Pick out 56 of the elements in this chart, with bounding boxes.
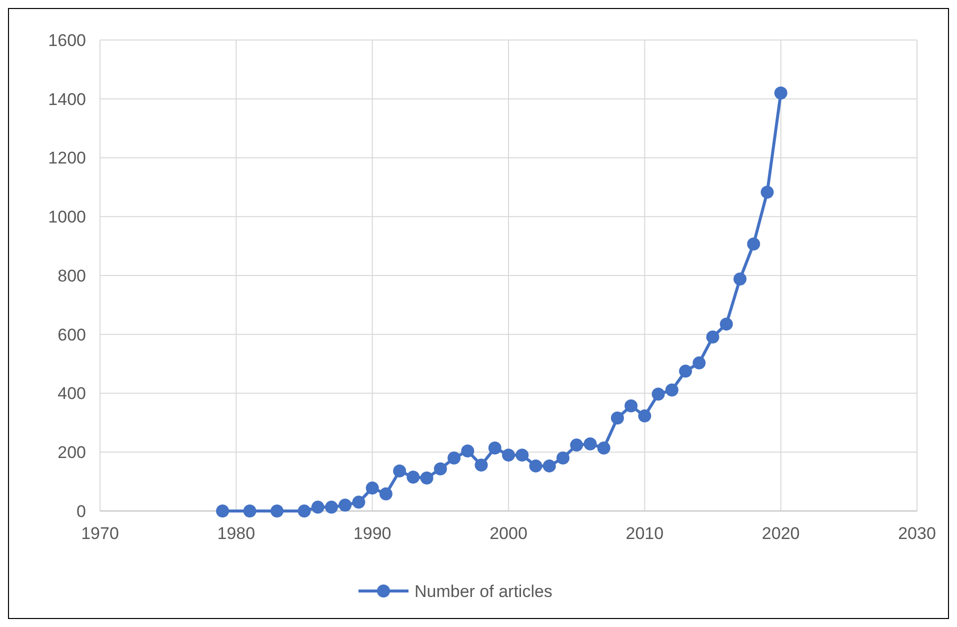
point [542, 459, 556, 472]
point [774, 86, 788, 100]
point [352, 496, 366, 509]
point [706, 330, 720, 344]
x-tick-label: 1990 [353, 524, 392, 543]
point [747, 238, 760, 250]
point [434, 462, 447, 476]
y-tick-label: 1600 [48, 30, 86, 50]
point [720, 318, 733, 331]
point [420, 472, 434, 485]
y-tick-label: 200 [58, 443, 86, 462]
point [366, 482, 379, 495]
point [243, 504, 256, 518]
point [610, 411, 624, 424]
point [488, 442, 502, 455]
point [638, 409, 652, 422]
point [379, 487, 392, 500]
point [570, 438, 584, 452]
point [324, 500, 338, 514]
point [298, 504, 311, 518]
y-tick-label: 0 [76, 502, 86, 521]
point [652, 388, 665, 401]
point [502, 448, 515, 462]
x-tick-label: 2020 [762, 524, 800, 543]
x-tick-label: 1980 [217, 524, 256, 543]
point [556, 452, 570, 465]
point [338, 498, 352, 512]
y-tick-label: 600 [58, 325, 86, 344]
point [461, 444, 474, 458]
point [584, 437, 597, 450]
point [624, 399, 638, 412]
x-tick-label: 2000 [490, 524, 528, 543]
point [448, 452, 461, 465]
y-tick-label: 800 [58, 266, 86, 286]
point [393, 464, 406, 478]
point [679, 364, 692, 378]
point [216, 504, 230, 518]
point [529, 459, 542, 472]
y-tick-label: 1200 [48, 148, 86, 168]
point [474, 458, 488, 472]
point [406, 470, 420, 484]
y-tick-label: 1000 [48, 208, 86, 227]
point [760, 186, 774, 199]
y-tick-label: 1400 [48, 90, 86, 109]
x-tick-label: 2010 [626, 524, 664, 543]
point [665, 384, 678, 397]
point [597, 442, 610, 455]
x-tick-label: 1970 [81, 524, 119, 543]
legend-label: Number of articles [414, 582, 552, 601]
point [733, 272, 746, 286]
point [692, 356, 706, 370]
point [311, 500, 324, 514]
point [516, 448, 529, 462]
x-tick-label: 2030 [898, 524, 936, 543]
point [270, 504, 284, 518]
y-tick-label: 400 [58, 384, 86, 404]
